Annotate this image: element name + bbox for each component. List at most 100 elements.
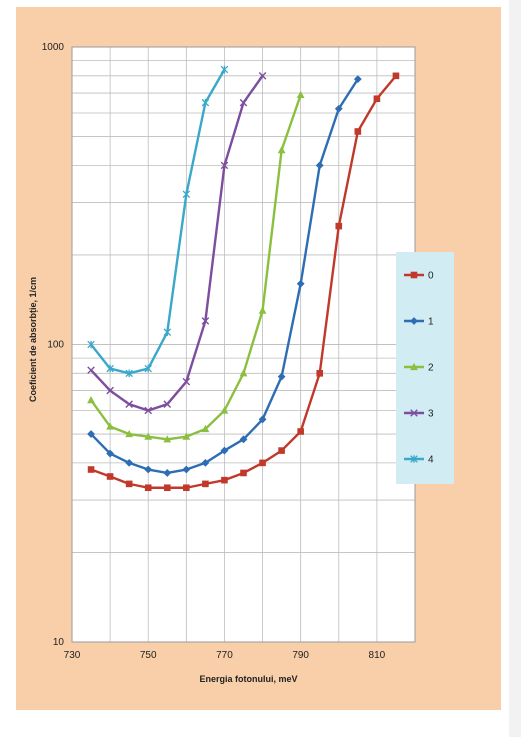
- data-point: [259, 459, 266, 467]
- data-point: [258, 415, 267, 424]
- data-point: [144, 432, 153, 440]
- legend-label: 0: [428, 271, 434, 282]
- data-point: [201, 98, 210, 107]
- data-point: [163, 469, 172, 477]
- data-point: [144, 484, 152, 492]
- x-tick-label: 730: [64, 650, 81, 661]
- data-point: [163, 435, 172, 443]
- series-0: [87, 72, 400, 492]
- legend-item: 0: [404, 271, 434, 282]
- x-tick-label: 770: [216, 650, 233, 661]
- legend-label: 3: [428, 409, 434, 420]
- data-point: [106, 386, 114, 395]
- series-layer: [87, 65, 400, 492]
- data-point: [297, 428, 304, 435]
- grid-lines: [71, 46, 416, 643]
- data-point: [296, 90, 305, 99]
- data-point: [144, 465, 153, 474]
- legend-item: 3: [404, 409, 434, 420]
- series-1: [87, 75, 362, 477]
- data-point: [392, 72, 400, 80]
- legend-label: 4: [428, 455, 434, 466]
- data-point: [125, 480, 133, 488]
- data-point: [239, 98, 248, 107]
- data-point: [240, 469, 247, 477]
- series-3: [87, 72, 267, 415]
- data-point: [296, 279, 305, 288]
- y-tick-label: 100: [47, 340, 64, 351]
- data-point: [163, 484, 171, 492]
- data-point: [315, 161, 324, 170]
- data-point: [87, 340, 95, 349]
- data-point: [258, 72, 267, 80]
- data-point: [220, 446, 229, 455]
- data-point: [353, 75, 362, 84]
- data-point: [201, 424, 210, 433]
- data-point: [125, 369, 133, 378]
- data-point: [125, 458, 134, 467]
- data-point: [106, 449, 115, 458]
- scrollbar-track[interactable]: [509, 0, 521, 737]
- data-point: [239, 369, 248, 377]
- data-point: [182, 377, 191, 386]
- data-point: [125, 429, 134, 438]
- legend-label: 1: [428, 317, 434, 328]
- data-point: [277, 372, 286, 381]
- data-point: [201, 317, 210, 325]
- y-tick-label: 10: [53, 637, 65, 648]
- data-point: [182, 190, 191, 199]
- legend-item: 2: [404, 363, 434, 374]
- data-point: [106, 422, 115, 430]
- series-line: [90, 94, 302, 441]
- data-point: [334, 104, 343, 113]
- data-point: [182, 465, 191, 474]
- y-tick-label: 1000: [42, 42, 65, 53]
- tick-labels: 730 750 770 790 810 10 100 1000: [42, 42, 386, 661]
- x-tick-label: 810: [369, 650, 386, 661]
- data-point: [410, 455, 418, 463]
- legend: 0 1 2 3 4: [396, 252, 454, 484]
- data-point: [202, 480, 209, 488]
- series-line: [90, 68, 226, 375]
- data-point: [220, 406, 229, 414]
- data-point: [87, 366, 95, 374]
- data-point: [220, 65, 229, 74]
- data-point: [163, 328, 172, 336]
- data-point: [106, 364, 114, 373]
- data-point: [258, 306, 267, 314]
- data-point: [106, 473, 114, 480]
- data-point: [183, 484, 190, 492]
- data-point: [163, 400, 172, 408]
- data-point: [182, 432, 191, 440]
- data-point: [410, 271, 418, 279]
- data-point: [410, 409, 418, 417]
- y-axis-title: Coeficient de absorbție, 1/cm: [28, 277, 38, 402]
- data-point: [316, 370, 324, 377]
- data-point: [144, 364, 152, 373]
- legend-items: 0 1 2 3 4: [404, 271, 434, 466]
- data-point: [278, 447, 285, 454]
- data-point: [239, 435, 248, 444]
- x-axis-title: Energia fotonului, meV: [199, 674, 297, 684]
- x-tick-label: 750: [140, 650, 157, 661]
- data-point: [87, 466, 95, 473]
- data-point: [125, 400, 133, 408]
- legend-item: 4: [404, 455, 434, 466]
- series-line: [90, 75, 264, 412]
- data-point: [410, 317, 418, 325]
- legend-label: 2: [428, 363, 434, 374]
- data-point: [354, 128, 362, 135]
- data-point: [220, 161, 229, 170]
- data-point: [87, 430, 95, 438]
- x-tick-label: 790: [292, 650, 309, 661]
- series-4: [87, 65, 229, 378]
- data-point: [221, 476, 228, 484]
- data-point: [277, 146, 286, 154]
- data-point: [201, 458, 210, 467]
- data-point: [144, 406, 153, 415]
- data-point: [410, 362, 418, 371]
- data-point: [335, 222, 343, 230]
- data-point: [373, 95, 381, 103]
